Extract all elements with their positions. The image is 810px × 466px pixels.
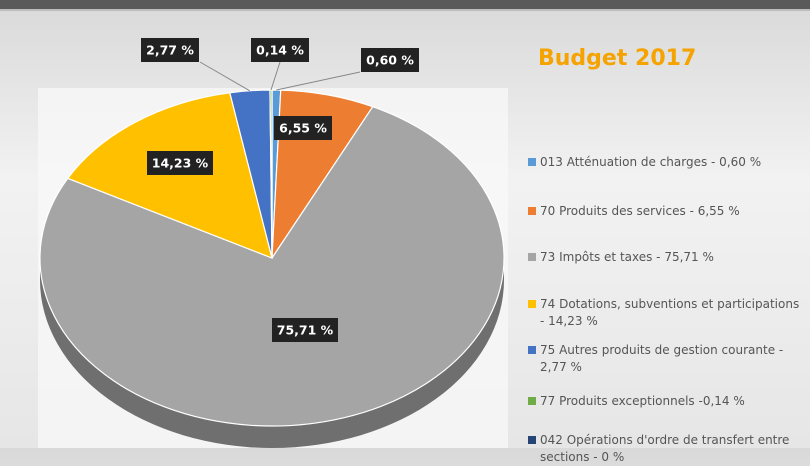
legend-item: 75 Autres produits de gestion courante -…: [528, 342, 802, 376]
pie-slice: [39, 105, 505, 427]
legend-label: 73 Impôts et taxes - 75,71 %: [540, 250, 714, 264]
value-label: 6,55 %: [279, 121, 327, 136]
chart-title: Budget 2017: [538, 46, 697, 71]
value-label-box: [274, 116, 332, 140]
top-bar: [0, 0, 810, 11]
legend-swatch: [528, 300, 536, 308]
pie-slice: [66, 92, 273, 259]
legend-label: 042 Opérations d'ordre de transfert entr…: [540, 433, 790, 464]
value-label: 0,14 %: [256, 43, 304, 58]
legend-item: 73 Impôts et taxes - 75,71 %: [528, 249, 802, 266]
legend-swatch: [528, 158, 536, 166]
legend-swatch: [528, 346, 536, 354]
legend-swatch: [528, 436, 536, 444]
legend-item: 042 Opérations d'ordre de transfert entr…: [528, 432, 802, 466]
value-label: 14,23 %: [152, 156, 209, 171]
legend-swatch: [528, 397, 536, 405]
legend-item: 013 Atténuation de charges - 0,60 %: [528, 154, 802, 171]
legend-label: 70 Produits des services - 6,55 %: [540, 204, 740, 218]
legend-label: 75 Autres produits de gestion courante -…: [540, 343, 784, 374]
leader-line: [276, 71, 361, 91]
chart: 0,60 % 6,55 % 75,71 % 14,23 % 2,77 % 0,14 %: [39, 38, 505, 448]
value-label-box: [251, 38, 309, 62]
legend-swatch: [528, 207, 536, 215]
value-label-box: [272, 318, 338, 342]
legend-item: 74 Dotations, subventions et participati…: [528, 296, 802, 330]
value-label: 75,71 %: [277, 323, 334, 338]
legend-label: 74 Dotations, subventions et participati…: [540, 297, 800, 328]
legend-item: 77 Produits exceptionnels -0,14 %: [528, 393, 802, 410]
value-label: 2,77 %: [146, 43, 194, 58]
legend-swatch: [528, 253, 536, 261]
value-label: 0,60 %: [366, 53, 414, 68]
leader-line: [270, 61, 281, 91]
legend-label: 013 Atténuation de charges - 0,60 %: [540, 155, 762, 169]
value-label-box: [361, 48, 419, 72]
legend-item: 70 Produits des services - 6,55 %: [528, 203, 802, 220]
leader-line: [199, 61, 251, 92]
legend-label: 77 Produits exceptionnels -0,14 %: [540, 394, 745, 408]
value-label-box: [147, 151, 213, 175]
value-label-box: [141, 38, 199, 62]
